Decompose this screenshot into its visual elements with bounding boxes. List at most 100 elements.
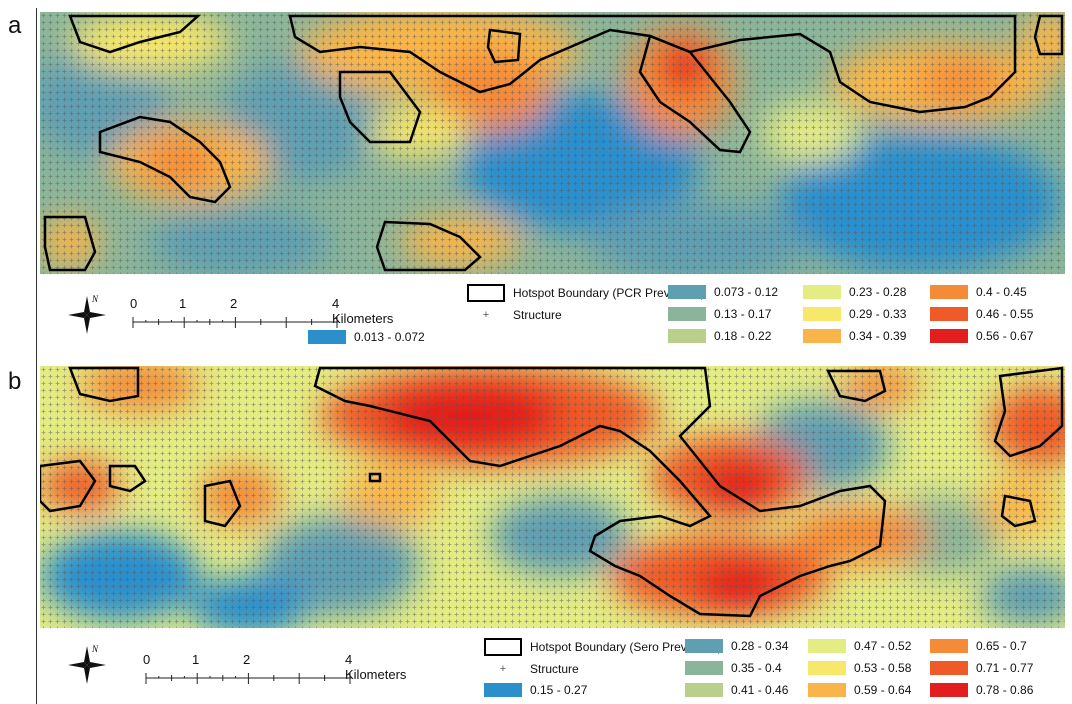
panel-a-structures-layer: [40, 12, 1065, 274]
class-swatch: [803, 285, 841, 299]
scale-tick-4: 4 Kilometers: [345, 652, 407, 682]
class-swatch: [484, 683, 522, 697]
panel-divider-line: [36, 8, 37, 704]
class-label: 0.34 - 0.39: [849, 329, 907, 343]
legend-structure: + Structure: [467, 308, 562, 322]
class-swatch: [685, 639, 723, 653]
class-swatch: [808, 661, 846, 675]
class-swatch: [803, 329, 841, 343]
legend-label: Hotspot Boundary (PCR Prev>28%): [513, 286, 705, 300]
north-arrow-icon: N: [64, 642, 110, 688]
class-swatch: [685, 683, 723, 697]
scale-tick-0: 0: [143, 652, 151, 667]
scale-tick-1: 1: [179, 296, 187, 311]
legend-class-2: 0.28 - 0.34: [685, 639, 788, 653]
class-label: 0.15 - 0.27: [530, 683, 588, 697]
legend-class-9: 0.71 - 0.77: [930, 661, 1033, 675]
svg-text:N: N: [91, 644, 99, 654]
scale-tick-2: 2: [230, 296, 238, 311]
class-label: 0.47 - 0.52: [854, 639, 912, 653]
class-swatch: [685, 661, 723, 675]
class-swatch: [930, 307, 968, 321]
class-label: 0.18 - 0.22: [714, 329, 772, 343]
class-label: 0.073 - 0.12: [714, 285, 779, 299]
svg-text:N: N: [91, 294, 99, 304]
legend-class-4: 0.41 - 0.46: [685, 683, 788, 697]
class-label: 0.28 - 0.34: [731, 639, 789, 653]
legend-class-3: 0.35 - 0.4: [685, 661, 782, 675]
class-label: 0.35 - 0.4: [731, 661, 782, 675]
panel-b-structures-layer: [40, 366, 1065, 628]
legend-class-7: 0.59 - 0.64: [808, 683, 911, 697]
class-label: 0.65 - 0.7: [976, 639, 1027, 653]
scale-bar-line: [132, 317, 338, 328]
panel-a-map-svg: [40, 12, 1065, 274]
legend-class-7: 0.34 - 0.39: [803, 329, 906, 343]
legend-label: Structure: [513, 308, 562, 322]
panel-a-hotspot-boundaries: [43, 14, 1064, 272]
class-swatch: [930, 329, 968, 343]
class-label: 0.4 - 0.45: [976, 285, 1027, 299]
legend-class-2: 0.073 - 0.12: [668, 285, 778, 299]
panel-a-scale-bar: 0 1 2 4 Kilometers: [130, 294, 393, 334]
class-label: 0.46 - 0.55: [976, 307, 1034, 321]
class-swatch: [308, 330, 346, 344]
legend-class-5: 0.47 - 0.52: [808, 639, 911, 653]
class-label: 0.56 - 0.67: [976, 329, 1034, 343]
legend-class-3: 0.13 - 0.17: [668, 307, 771, 321]
panel-b-scale-bar: 0 1 2 4 Kilometers: [143, 650, 406, 690]
legend-class-5: 0.23 - 0.28: [803, 285, 906, 299]
panel-b-letter: b: [8, 368, 22, 395]
legend-class-1: 0.013 - 0.072: [308, 330, 425, 344]
legend-class-10: 0.56 - 0.67: [930, 329, 1033, 343]
class-swatch: [668, 285, 706, 299]
class-label: 0.13 - 0.17: [714, 307, 772, 321]
legend-class-6: 0.29 - 0.33: [803, 307, 906, 321]
class-swatch: [668, 307, 706, 321]
class-swatch: [930, 683, 968, 697]
north-arrow-icon: N: [64, 292, 110, 338]
structure-cross-icon: +: [482, 309, 490, 321]
class-label: 0.53 - 0.58: [854, 661, 912, 675]
scale-tick-4: 4 Kilometers: [332, 296, 394, 326]
panel-a-letter: a: [8, 12, 22, 39]
panel-a-map[interactable]: [40, 12, 1065, 274]
class-label: 0.78 - 0.86: [976, 683, 1034, 697]
legend-class-6: 0.53 - 0.58: [808, 661, 911, 675]
class-label: 0.59 - 0.64: [854, 683, 912, 697]
class-swatch: [808, 639, 846, 653]
panel-b-legend-area: N 0 1 2 4 Kilometers Hotspot Boundary (S…: [40, 632, 1065, 697]
legend-hotspot-boundary: Hotspot Boundary (PCR Prev>28%): [467, 284, 705, 302]
class-swatch: [930, 661, 968, 675]
class-label: 0.71 - 0.77: [976, 661, 1034, 675]
panel-b-hotspot-boundaries: [40, 366, 1064, 618]
legend-class-10: 0.78 - 0.86: [930, 683, 1033, 697]
class-label: 0.23 - 0.28: [849, 285, 907, 299]
class-label: 0.29 - 0.33: [849, 307, 907, 321]
legend-class-4: 0.18 - 0.22: [668, 329, 771, 343]
scale-tick-0: 0: [130, 296, 138, 311]
scale-tick-1: 1: [192, 652, 200, 667]
structure-cross-icon: +: [499, 663, 507, 675]
boundary-swatch: [467, 284, 505, 302]
panel-b-map-svg: [40, 366, 1065, 628]
legend-structure: + Structure: [484, 662, 579, 676]
class-swatch: [930, 639, 968, 653]
legend-hotspot-boundary: Hotspot Boundary (Sero Prev>70%): [484, 638, 722, 656]
class-swatch: [808, 683, 846, 697]
scale-tick-2: 2: [243, 652, 251, 667]
panel-b-map[interactable]: [40, 366, 1065, 628]
legend-label: Structure: [530, 662, 579, 676]
legend-class-9: 0.46 - 0.55: [930, 307, 1033, 321]
panel-a-legend-area: N 0 1 2 4 Kilometers Hotspot Boundary (P…: [40, 278, 1065, 344]
class-swatch: [668, 329, 706, 343]
scale-bar-line: [145, 673, 351, 684]
class-label: 0.41 - 0.46: [731, 683, 789, 697]
class-swatch: [803, 307, 841, 321]
legend-class-1: 0.15 - 0.27: [484, 683, 587, 697]
boundary-swatch: [484, 638, 522, 656]
class-label: 0.013 - 0.072: [354, 330, 425, 344]
class-swatch: [930, 285, 968, 299]
legend-label: Hotspot Boundary (Sero Prev>70%): [530, 640, 722, 654]
legend-class-8: 0.4 - 0.45: [930, 285, 1027, 299]
